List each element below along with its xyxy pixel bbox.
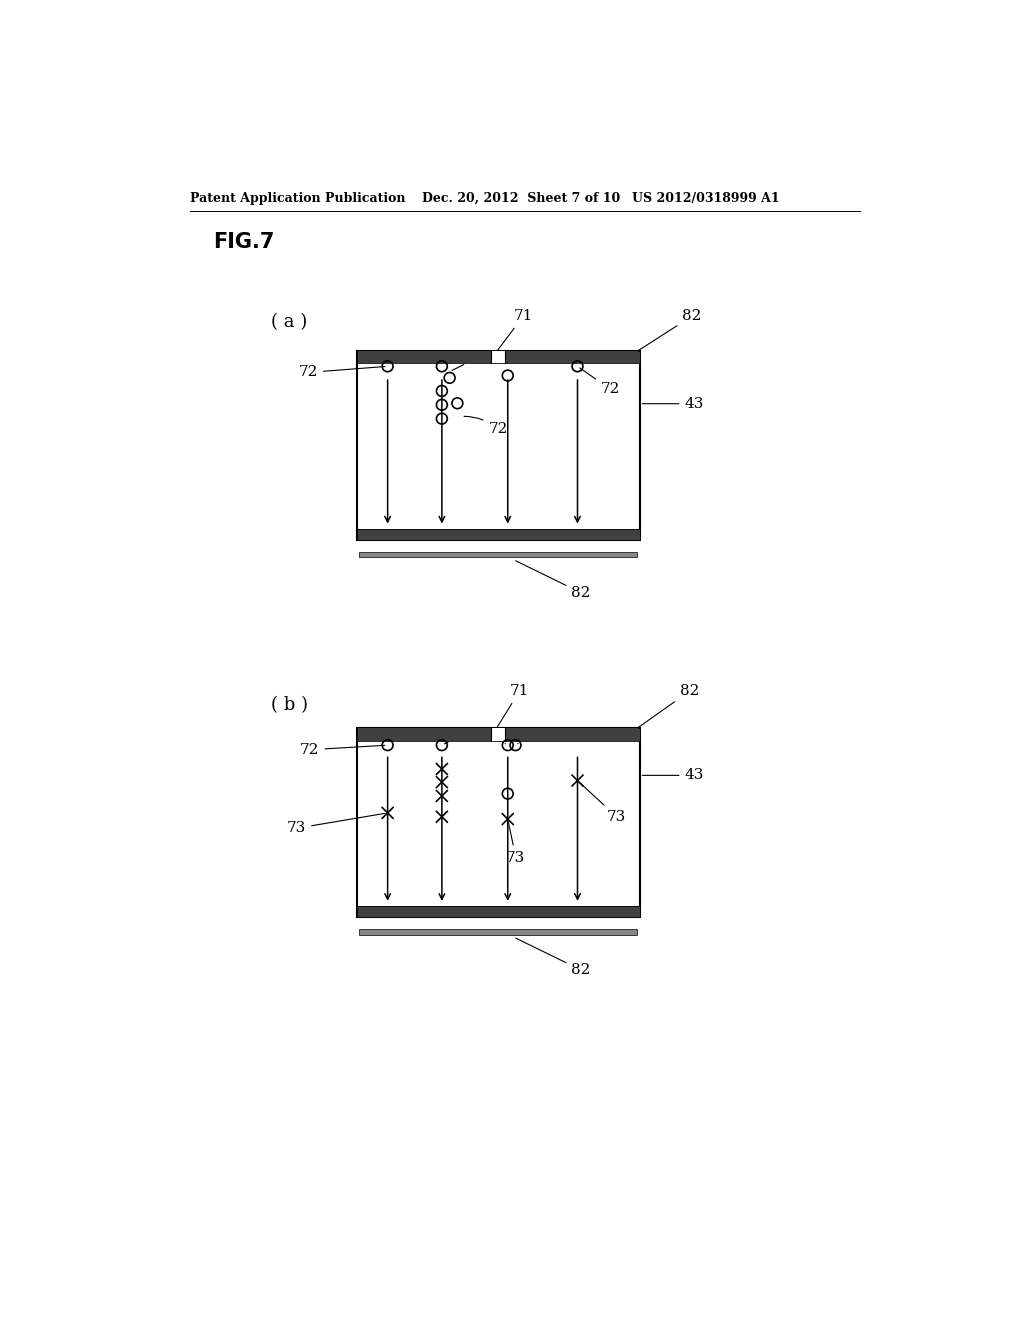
Bar [492, 351, 505, 363]
Text: Dec. 20, 2012  Sheet 7 of 10: Dec. 20, 2012 Sheet 7 of 10 [423, 191, 621, 205]
Text: Patent Application Publication: Patent Application Publication [190, 191, 406, 205]
Bar [359, 552, 637, 557]
Text: 82: 82 [634, 684, 699, 730]
Text: 72: 72 [580, 368, 621, 396]
Bar [505, 729, 638, 741]
Text: 73: 73 [506, 822, 525, 865]
Text: 71: 71 [496, 309, 532, 352]
Text: 72: 72 [444, 727, 473, 744]
Bar [505, 351, 638, 363]
Text: 82: 82 [516, 561, 591, 599]
Text: 73: 73 [580, 783, 627, 824]
Text: ( b ): ( b ) [271, 696, 308, 714]
Bar [358, 729, 492, 741]
Text: 71: 71 [496, 684, 529, 730]
Text: 72: 72 [453, 350, 488, 371]
Bar [356, 529, 640, 540]
Bar [358, 351, 492, 363]
Bar [356, 906, 640, 917]
Bar [356, 351, 640, 363]
Text: 73: 73 [287, 813, 385, 836]
Bar [356, 729, 640, 741]
Text: 82: 82 [634, 309, 701, 354]
Bar [356, 729, 640, 917]
Text: 72: 72 [518, 727, 543, 743]
Text: 72: 72 [480, 727, 506, 743]
Bar [356, 351, 640, 540]
Text: 72: 72 [299, 366, 385, 379]
Text: US 2012/0318999 A1: US 2012/0318999 A1 [632, 191, 779, 205]
Text: 72: 72 [300, 743, 385, 756]
Bar [359, 929, 637, 935]
Text: 43: 43 [642, 768, 703, 783]
Text: 82: 82 [516, 939, 591, 977]
Text: FIG.7: FIG.7 [213, 231, 274, 252]
Text: ( a ): ( a ) [271, 313, 307, 331]
Text: 72: 72 [464, 416, 508, 437]
Bar [492, 729, 505, 741]
Text: 43: 43 [642, 397, 703, 411]
